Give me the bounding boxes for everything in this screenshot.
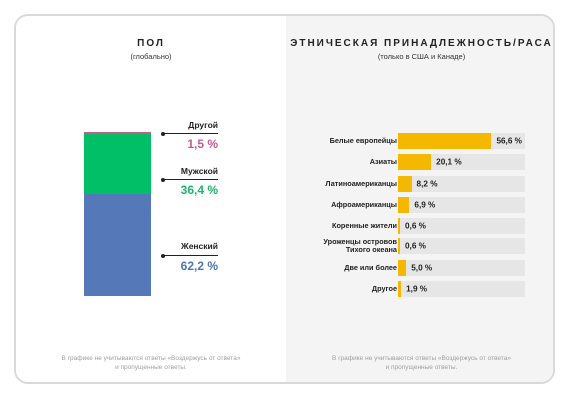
- ethnicity-bar: [398, 281, 402, 297]
- ethnicity-category-label-line: Уроженцы островов: [323, 237, 397, 246]
- gender-segment-3: [84, 194, 151, 296]
- gender-segment-2: [84, 134, 151, 195]
- ethnicity-bar: [398, 133, 492, 149]
- ethnicity-category-label-line: Азиаты: [369, 157, 397, 166]
- ethnicity-category-label-line: Другое: [371, 284, 397, 293]
- ethnicity-category-label: Азиаты: [287, 158, 397, 166]
- ethnicity-footnote-line2: и пропущенные ответы.: [385, 364, 458, 371]
- ethnicity-bar: [398, 238, 400, 254]
- ethnicity-value-label: 0,6 %: [405, 241, 426, 251]
- gender-panel: ПОЛ (глобально) Другой 1,5 % Мужской 36,4 %…: [16, 16, 286, 382]
- ethnicity-value-label: 56,6 %: [496, 136, 522, 146]
- ethnicity-category-label-line: Афроамериканцы: [331, 200, 397, 209]
- ethnicity-category-label: Уроженцы островов Тихого океана: [287, 238, 397, 254]
- ethnicity-bar-track: [398, 218, 525, 234]
- ethnicity-bar: [398, 218, 400, 234]
- ethnicity-bar-track: [398, 154, 525, 170]
- gender-footnote: В графике не учитываются ответы «Воздерж…: [16, 354, 286, 372]
- gender-title: ПОЛ: [137, 38, 165, 49]
- ethnicity-bar-track: [398, 133, 525, 149]
- ethnicity-value-label: 0,6 %: [405, 221, 426, 231]
- ethnicity-bar-track: [398, 281, 525, 297]
- gender-category-label: Женский: [181, 241, 218, 251]
- ethnicity-value-label: 20,1 %: [436, 157, 462, 167]
- ethnicity-category-label-line: Белые европейцы: [329, 136, 397, 145]
- ethnicity-footnote: В графике не учитываются ответы «Воздерж…: [286, 354, 553, 372]
- gender-footnote-line2: и пропущенные ответы.: [115, 364, 187, 371]
- gender-value-label: 36,4 %: [180, 183, 218, 197]
- gender-leader-line: [163, 179, 218, 180]
- ethnicity-value-label: 8,2 %: [416, 179, 438, 189]
- ethnicity-row: Другое 1,9 %: [286, 281, 553, 297]
- ethnicity-value-label: 1,9 %: [406, 284, 428, 294]
- gender-leader-line: [163, 133, 218, 134]
- gender-leader-line: [163, 255, 218, 256]
- ethnicity-value-label: 5,0 %: [411, 263, 433, 273]
- gender-segment-1: [84, 132, 151, 135]
- ethnicity-title: ЭТНИЧЕСКАЯ ПРИНАДЛЕЖНОСТЬ/РАСА: [290, 38, 553, 49]
- ethnicity-category-label-line: Латиноамериканцы: [325, 179, 397, 188]
- ethnicity-bar: [398, 154, 432, 170]
- ethnicity-bar-track: [398, 260, 525, 276]
- ethnicity-category-label: Другое: [287, 285, 397, 293]
- gender-value-label: 62,2 %: [180, 259, 218, 273]
- ethnicity-bar-track: [398, 176, 525, 192]
- gender-category-label: Мужской: [180, 166, 218, 176]
- gender-footnote-line1: В графике не учитываются ответы «Воздерж…: [61, 355, 241, 362]
- ethnicity-category-label: Латиноамериканцы: [287, 180, 397, 188]
- ethnicity-category-label: Белые европейцы: [287, 137, 397, 145]
- ethnicity-row: Латиноамериканцы 8,2 %: [286, 176, 553, 192]
- gender-value-label: 1,5 %: [187, 137, 218, 151]
- ethnicity-bar: [398, 176, 412, 192]
- infographic-card: ПОЛ (глобально) Другой 1,5 % Мужской 36,4 %…: [14, 14, 555, 384]
- gender-subtitle: (глобально): [130, 52, 172, 61]
- ethnicity-bar: [398, 260, 407, 276]
- gender-category-label: Другой: [188, 120, 218, 130]
- ethnicity-category-label-line: Тихого океана: [345, 245, 397, 254]
- ethnicity-bar-track: [398, 197, 525, 213]
- ethnicity-panel: ЭТНИЧЕСКАЯ ПРИНАДЛЕЖНОСТЬ/РАСА (только в…: [286, 16, 553, 382]
- ethnicity-row: Азиаты 20,1 %: [286, 154, 553, 170]
- ethnicity-category-label: Две или более: [287, 264, 397, 272]
- ethnicity-category-label: Коренные жители: [287, 222, 397, 230]
- ethnicity-row: Афроамериканцы 6,9 %: [286, 197, 553, 213]
- ethnicity-bar-track: [398, 238, 525, 254]
- ethnicity-value-label: 6,9 %: [414, 200, 436, 210]
- ethnicity-category-label: Афроамериканцы: [287, 201, 397, 209]
- ethnicity-subtitle: (только в США и Канаде): [377, 52, 466, 61]
- ethnicity-category-label-line: Коренные жители: [332, 221, 397, 230]
- ethnicity-row: Белые европейцы 56,6 %: [286, 133, 553, 149]
- gender-stack: [84, 132, 151, 296]
- ethnicity-category-label-line: Две или более: [344, 263, 397, 272]
- ethnicity-bar: [398, 197, 410, 213]
- ethnicity-footnote-line1: В графике не учитываются ответы «Воздерж…: [332, 355, 511, 362]
- ethnicity-row: Две или более 5,0 %: [286, 260, 553, 276]
- ethnicity-row: Уроженцы островов Тихого океана 0,6 %: [286, 238, 553, 254]
- ethnicity-row: Коренные жители 0,6 %: [286, 218, 553, 234]
